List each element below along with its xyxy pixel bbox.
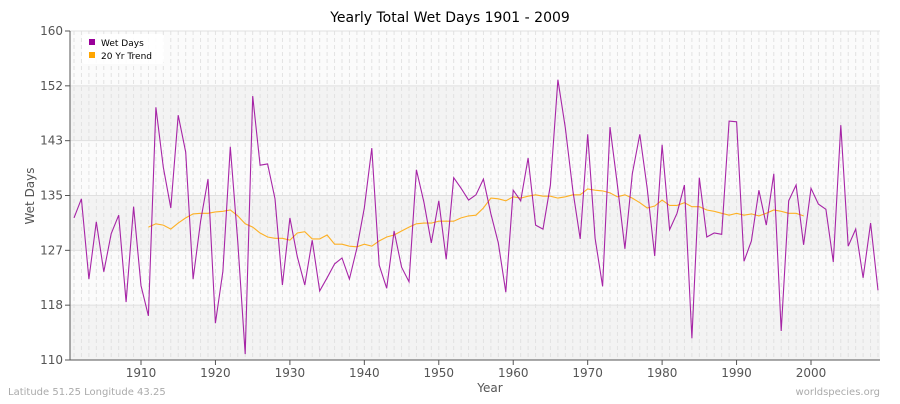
y-tick-label: 127 [40, 243, 63, 257]
x-tick-label: 1920 [200, 366, 231, 380]
y-axis-label: Wet Days [23, 167, 37, 224]
plot-band [70, 85, 880, 141]
plot-band [70, 195, 880, 251]
x-tick-label: 1980 [647, 366, 678, 380]
x-tick-label: 1960 [498, 366, 529, 380]
legend: Wet Days 20 Yr Trend [82, 34, 164, 64]
x-tick-label: 2000 [796, 366, 827, 380]
x-tick-label: 1930 [275, 366, 306, 380]
x-tick-label: 1950 [424, 366, 455, 380]
x-tick-label: 1970 [572, 366, 603, 380]
source-label: worldspecies.org [796, 387, 880, 398]
y-tick-label: 143 [40, 134, 63, 148]
wet-days-series-line [73, 79, 879, 355]
y-tick-label: 118 [40, 298, 63, 312]
legend-label-trend: 20 Yr Trend [101, 52, 152, 62]
chart-title: Yearly Total Wet Days 1901 - 2009 [329, 10, 570, 26]
x-tick-label: 1910 [126, 366, 157, 380]
x-tick-label: 1940 [349, 366, 380, 380]
trend-series-line [148, 188, 804, 248]
x-axis-label: Year [476, 381, 502, 395]
x-tick-label: 1990 [721, 366, 752, 380]
location-label: Latitude 51.25 Longitude 43.25 [8, 387, 166, 398]
legend-swatch-wet-days [89, 39, 95, 45]
plot-band [70, 305, 880, 360]
y-tick-label: 110 [40, 353, 63, 367]
y-tick-label: 160 [40, 24, 63, 38]
y-tick-label: 135 [40, 189, 63, 203]
legend-label-wet-days: Wet Days [101, 39, 144, 49]
legend-swatch-trend [89, 52, 95, 58]
y-tick-label: 152 [40, 79, 63, 93]
